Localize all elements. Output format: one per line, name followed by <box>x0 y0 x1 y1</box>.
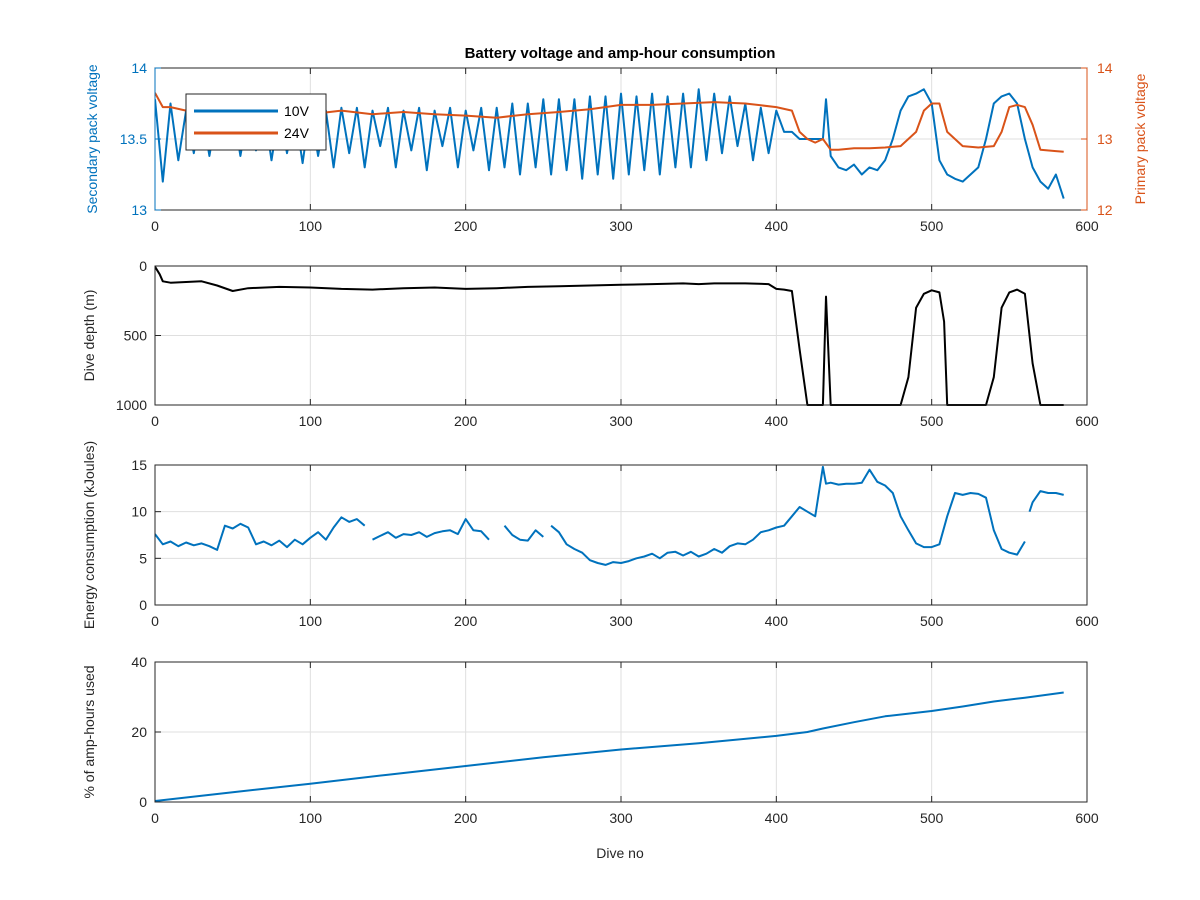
x-tick-label: 100 <box>299 810 323 826</box>
x-tick-label: 100 <box>299 413 323 429</box>
x-axis-label: Dive no <box>596 845 644 861</box>
x-tick-label: 0 <box>151 613 159 629</box>
subplot-3: 0 100 200 300 400 500 600 0 5 10 15 Energy consumpt… <box>81 441 1099 629</box>
x-tick-label: 400 <box>765 413 789 429</box>
y-tick-label: 14 <box>131 60 147 76</box>
x-tick-label: 500 <box>920 413 944 429</box>
y-tick-label: 15 <box>131 457 147 473</box>
legend-label: 10V <box>284 103 310 119</box>
y-tick-label: 13.5 <box>120 131 147 147</box>
figure-title: Battery voltage and amp-hour consumption <box>465 45 776 62</box>
x-tick-label: 300 <box>609 218 633 234</box>
x-tick-label: 600 <box>1075 413 1099 429</box>
y-tick-label: 13 <box>131 202 147 218</box>
x-tick-label: 0 <box>151 413 159 429</box>
x-tick-label: 200 <box>454 413 478 429</box>
y-tick-label: 500 <box>124 328 148 344</box>
y-tick-label: 40 <box>131 654 147 670</box>
x-tick-label: 500 <box>920 613 944 629</box>
x-tick-label: 300 <box>609 613 633 629</box>
y-tick-label: 5 <box>139 550 147 566</box>
x-tick-label: 500 <box>920 810 944 826</box>
y-right-axis-label: Primary pack voltage <box>1132 73 1148 204</box>
x-tick-label: 300 <box>609 413 633 429</box>
x-tick-label: 200 <box>454 810 478 826</box>
series-line-1 <box>155 691 1064 802</box>
y-right-tick-label: 13 <box>1097 131 1113 147</box>
x-tick-label: 0 <box>151 810 159 826</box>
x-tick-label: 600 <box>1075 810 1099 826</box>
y-right-tick-label: 14 <box>1097 60 1113 76</box>
x-tick-label: 100 <box>299 613 323 629</box>
legend-label: 24V <box>284 125 310 141</box>
x-tick-label: 300 <box>609 810 633 826</box>
y-axis-label: Secondary pack voltage <box>84 64 100 214</box>
y-tick-label: 10 <box>131 504 147 520</box>
y-tick-label: 20 <box>131 724 147 740</box>
y-tick-label: 1000 <box>116 397 147 413</box>
x-tick-label: 200 <box>454 218 478 234</box>
series-line-24V <box>155 92 1064 153</box>
subplot-2: 0 100 200 300 400 500 600 0 500 1000 Dive depth (m… <box>81 258 1099 429</box>
x-tick-label: 0 <box>151 218 159 234</box>
y-tick-label: 0 <box>139 794 147 810</box>
legend-box <box>185 93 327 151</box>
y-axis-label: % of amp-hours used <box>81 665 97 798</box>
y-tick-label: 0 <box>139 258 147 274</box>
x-tick-label: 200 <box>454 613 478 629</box>
y-axis-label: Dive depth (m) <box>81 290 97 382</box>
series-line-1 <box>155 465 1064 566</box>
x-tick-label: 400 <box>765 218 789 234</box>
subplot-1: 0 100 200 300 400 500 600 13 13.5 14 Secondary pac… <box>84 60 1148 234</box>
subplot-4: 0 100 200 300 400 500 600 0 20 40 % of amp-hours u… <box>81 654 1099 826</box>
x-tick-label: 400 <box>765 613 789 629</box>
x-tick-label: 100 <box>299 218 323 234</box>
x-tick-label: 600 <box>1075 218 1099 234</box>
y-right-tick-label: 12 <box>1097 202 1113 218</box>
y-axis-label: Energy consumption (kJoules) <box>81 441 97 629</box>
x-tick-label: 500 <box>920 218 944 234</box>
x-tick-label: 400 <box>765 810 789 826</box>
y-tick-label: 0 <box>139 597 147 613</box>
x-tick-label: 600 <box>1075 613 1099 629</box>
